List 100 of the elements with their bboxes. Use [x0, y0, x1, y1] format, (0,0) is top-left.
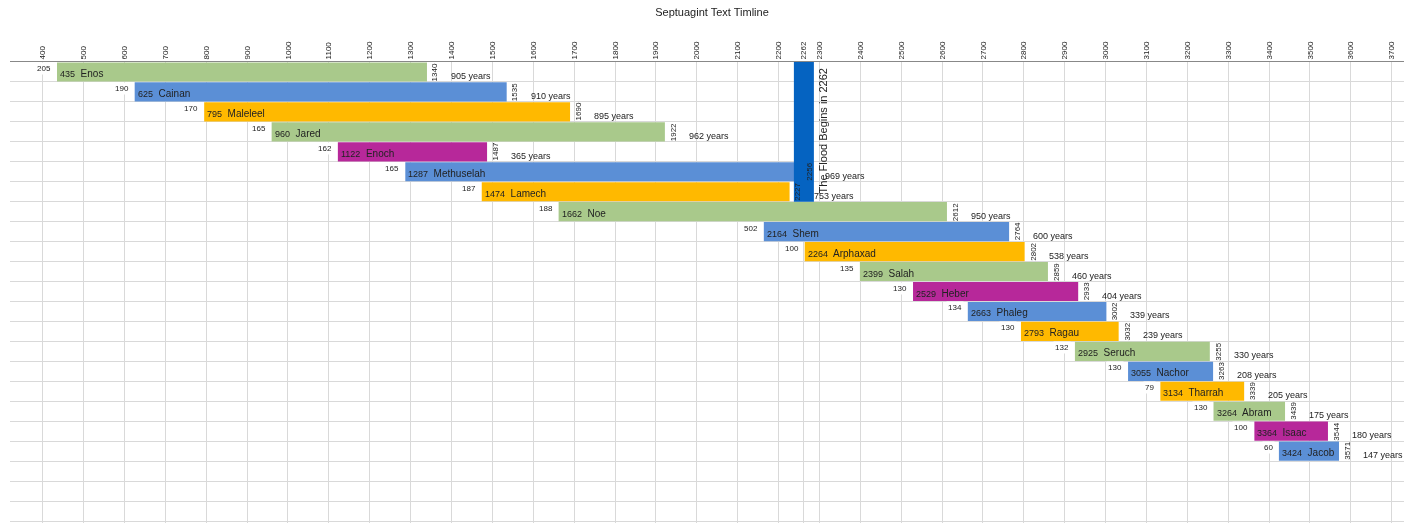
annotation: 100: [1234, 423, 1248, 432]
annotation: 2612: [950, 202, 960, 222]
y-tick-label: Abram: [1242, 407, 1272, 418]
x-tick-label: 2100: [733, 41, 743, 60]
annotation: 170: [184, 104, 198, 113]
y-tick-label: Isaac: [1282, 427, 1307, 438]
x-tick-label: 2600: [937, 41, 947, 60]
data-label: 460 years: [1072, 271, 1113, 281]
x-tick-label: 1400: [447, 41, 457, 60]
data-label: 905 years: [451, 71, 492, 81]
bar: [134, 82, 507, 102]
data-label: 753 years: [814, 191, 855, 201]
annotation: 2793: [1024, 328, 1045, 338]
annotation: 79: [1145, 383, 1155, 392]
annotation: 795: [207, 109, 223, 119]
annotation: 165: [385, 164, 399, 173]
annotation: 960: [275, 129, 291, 139]
x-tick-label: 3600: [1346, 41, 1356, 60]
annotation: 2256: [805, 162, 815, 181]
annotation: 3134: [1163, 388, 1184, 398]
annotation: 162: [318, 144, 332, 153]
y-tick-label: Ragau: [1049, 327, 1080, 338]
data-label: 175 years: [1309, 410, 1350, 420]
y-tick-label: Shem: [792, 228, 819, 239]
data-label: 962 years: [689, 131, 730, 141]
annotation: 187: [462, 184, 476, 193]
chart-title: Septuagint Text Timline: [655, 5, 769, 18]
x-tick-label: 2000: [692, 41, 702, 60]
y-tick-label: Lamech: [510, 188, 547, 199]
annotation: 2164: [767, 229, 788, 239]
x-tick-label: 1200: [365, 41, 375, 60]
annotation: 100: [785, 244, 799, 253]
bar: [57, 62, 427, 82]
annotation: 2399: [863, 269, 884, 279]
x-tick-label: 1500: [487, 41, 497, 60]
bar: [204, 102, 571, 122]
annotation: 3255: [1213, 342, 1223, 361]
annotation: 3264: [1217, 408, 1238, 418]
annotation: 130: [1001, 323, 1015, 332]
annotation: 1535: [510, 82, 520, 102]
bar: [859, 261, 1048, 282]
annotation: 2663: [971, 308, 992, 318]
annotation: 3571: [1343, 441, 1353, 460]
x-tick-label: 1800: [610, 41, 620, 60]
x-tick-label: 2200: [774, 41, 784, 60]
annotation: 134: [948, 303, 962, 312]
annotation: 2925: [1078, 348, 1099, 358]
x-tick-label: 2800: [1019, 41, 1029, 60]
y-tick-label: Seruch: [1103, 347, 1136, 358]
x-tick-label: 1100: [324, 41, 334, 60]
x-tick-label: 3200: [1182, 41, 1192, 60]
x-tick-label: 2900: [1060, 41, 1070, 60]
data-label: 895 years: [594, 111, 635, 121]
data-label: 365 years: [511, 151, 552, 161]
x-tick-label: 1300: [406, 41, 416, 60]
x-tick-label: 500: [79, 45, 89, 60]
y-tick-label: Cainan: [158, 88, 191, 99]
bar: [337, 142, 488, 162]
bar: [481, 182, 790, 202]
y-tick-label: Arphaxad: [833, 248, 876, 259]
annotation: 135: [840, 264, 854, 273]
annotation: 2802: [1028, 242, 1038, 261]
y-tick-label: Salah: [888, 268, 915, 279]
y-tick-label: Nachor: [1156, 367, 1189, 378]
annotation: 1287: [408, 169, 429, 179]
annotation: 3002: [1110, 302, 1120, 321]
x-tick-label: 3000: [1101, 41, 1111, 60]
annotation: 3339: [1248, 381, 1258, 400]
y-tick-label: Phaleg: [996, 307, 1028, 318]
annotation: 3544: [1332, 422, 1342, 441]
y-tick-label: Noe: [587, 208, 606, 219]
y-tick-label: Tharrah: [1188, 387, 1224, 398]
annotation: 205: [37, 64, 51, 73]
bar: [763, 222, 1010, 242]
annotation: 130: [1108, 363, 1122, 372]
annotation: 1122: [341, 149, 361, 159]
data-label: 239 years: [1143, 330, 1184, 340]
annotation: 2227: [793, 182, 803, 201]
annotation: 130: [1194, 403, 1208, 412]
y-tick-label: Maleleel: [227, 108, 265, 119]
bar: [913, 281, 1079, 302]
x-tick-label: 2262: [799, 41, 809, 60]
data-label: 910 years: [531, 91, 572, 101]
annotation: 188: [539, 204, 553, 213]
annotation: 190: [115, 84, 129, 93]
annotation: 2264: [808, 249, 829, 259]
annotation: 2529: [916, 289, 937, 299]
x-tick-label: 3700: [1387, 41, 1397, 60]
annotation: 435: [60, 69, 76, 79]
bar: [804, 242, 1025, 262]
y-tick-label: Methuselah: [433, 168, 486, 179]
annotation: 2859: [1051, 262, 1061, 281]
data-label: 969 years: [825, 171, 866, 181]
data-label: 600 years: [1033, 231, 1074, 241]
data-label: 147 years: [1363, 450, 1404, 460]
annotation: 625: [138, 89, 154, 99]
annotation: 3424: [1282, 448, 1303, 458]
x-tick-label: 700: [160, 45, 170, 60]
data-label: 330 years: [1234, 350, 1275, 360]
annotation: 3263: [1217, 361, 1227, 380]
